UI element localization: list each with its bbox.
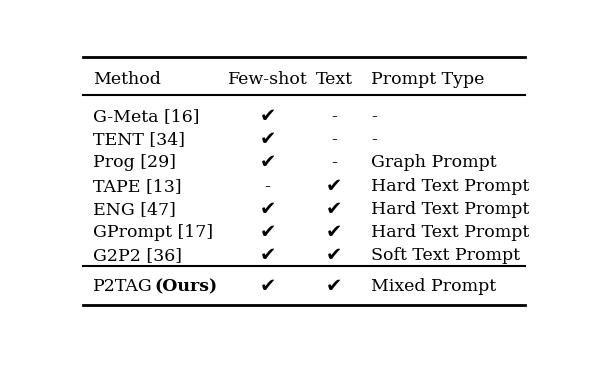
Text: ✔: ✔ xyxy=(260,246,276,265)
Text: ✔: ✔ xyxy=(260,130,276,149)
Text: Method: Method xyxy=(93,71,160,88)
Text: -: - xyxy=(371,108,377,125)
Text: Graph Prompt: Graph Prompt xyxy=(371,155,497,171)
Text: -: - xyxy=(331,131,337,148)
Text: Text: Text xyxy=(316,71,353,88)
Text: P2TAG: P2TAG xyxy=(93,279,153,296)
Text: Few-shot: Few-shot xyxy=(228,71,308,88)
Text: ✔: ✔ xyxy=(326,223,343,242)
Text: -: - xyxy=(331,108,337,125)
Text: Prog [29]: Prog [29] xyxy=(93,155,176,171)
Text: -: - xyxy=(371,131,377,148)
Text: ✔: ✔ xyxy=(260,200,276,219)
Text: ✔: ✔ xyxy=(326,200,343,219)
Text: -: - xyxy=(331,155,337,171)
Text: G-Meta [16]: G-Meta [16] xyxy=(93,108,199,125)
Text: TAPE [13]: TAPE [13] xyxy=(93,178,181,195)
Text: Prompt Type: Prompt Type xyxy=(371,71,485,88)
Text: ✔: ✔ xyxy=(326,177,343,196)
Text: TENT [34]: TENT [34] xyxy=(93,131,185,148)
Text: Hard Text Prompt: Hard Text Prompt xyxy=(371,224,529,241)
Text: -: - xyxy=(265,178,270,195)
Text: ✔: ✔ xyxy=(260,277,276,297)
Text: ✔: ✔ xyxy=(260,153,276,172)
Text: ✔: ✔ xyxy=(260,223,276,242)
Text: (Ours): (Ours) xyxy=(155,279,218,296)
Text: Hard Text Prompt: Hard Text Prompt xyxy=(371,178,529,195)
Text: Soft Text Prompt: Soft Text Prompt xyxy=(371,247,520,264)
Text: ENG [47]: ENG [47] xyxy=(93,201,176,218)
Text: G2P2 [36]: G2P2 [36] xyxy=(93,247,182,264)
Text: ✔: ✔ xyxy=(326,277,343,297)
Text: ✔: ✔ xyxy=(260,107,276,126)
Text: Mixed Prompt: Mixed Prompt xyxy=(371,279,497,296)
Text: Hard Text Prompt: Hard Text Prompt xyxy=(371,201,529,218)
Text: ✔: ✔ xyxy=(326,246,343,265)
Text: GPrompt [17]: GPrompt [17] xyxy=(93,224,213,241)
